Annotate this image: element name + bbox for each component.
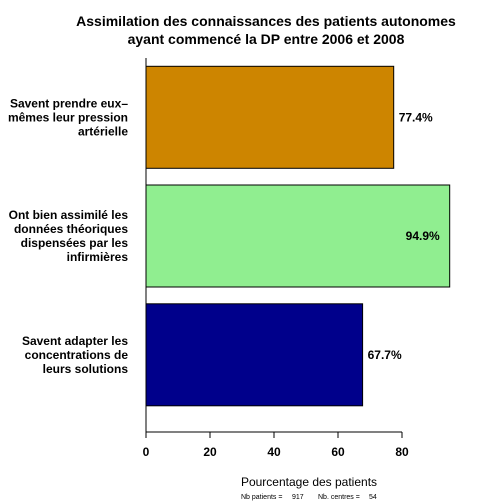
footnote-patients-label: Nb patients =: [241, 494, 282, 501]
chart-title-line-1: Assimilation des connaissances des patie…: [76, 13, 456, 29]
footnote-patients-value: 917: [292, 494, 304, 501]
chart-title: Assimilation des connaissances des patie…: [76, 13, 456, 47]
x-axis-label: Pourcentage des patients: [241, 475, 377, 489]
x-tick-label-80: 80: [395, 445, 409, 459]
x-axis: 0 20 40 60 80: [143, 431, 409, 459]
category-label-3-line-3: leurs solutions: [43, 362, 129, 376]
category-label-2-line-2: données théoriques: [14, 222, 128, 236]
x-tick-label-20: 20: [203, 445, 217, 459]
footnote-centres-value: 54: [369, 494, 377, 501]
category-label-1-line-3: artérielle: [78, 124, 128, 138]
category-label-2-line-4: infirmières: [67, 250, 129, 264]
category-label-1-line-1: Savent prendre eux–: [10, 96, 128, 110]
category-label-2-line-3: dispensées par les: [21, 236, 129, 250]
chart-title-line-2: ayant commencé la DP entre 2006 et 2008: [128, 31, 405, 47]
category-label-2-line-1: Ont bien assimilé les: [9, 208, 129, 222]
footnote: Nb patients = 917 Nb. centres = 54: [241, 494, 377, 501]
x-tick-label-60: 60: [331, 445, 345, 459]
bars-group: 77.4% Savent prendre eux–mêmes leur press…: [8, 65, 451, 407]
footnote-centres-label: Nb. centres =: [318, 494, 360, 501]
category-label-1: Savent prendre eux–mêmes leur pressionar…: [8, 96, 128, 138]
category-label-1-line-2: mêmes leur pression: [8, 110, 128, 124]
bar-1: [145, 65, 395, 169]
bar-3: [145, 303, 364, 407]
category-label-3-line-1: Savent adapter les: [22, 334, 128, 348]
bar-value-label-1: 77.4%: [399, 110, 433, 124]
bar-value-label-3: 67.7%: [368, 348, 402, 362]
bar-2: [145, 184, 451, 288]
category-label-3-line-2: concentrations de: [25, 348, 129, 362]
x-tick-label-40: 40: [267, 445, 281, 459]
bar-value-label-2: 94.9%: [406, 229, 440, 243]
x-tick-label-0: 0: [143, 445, 150, 459]
